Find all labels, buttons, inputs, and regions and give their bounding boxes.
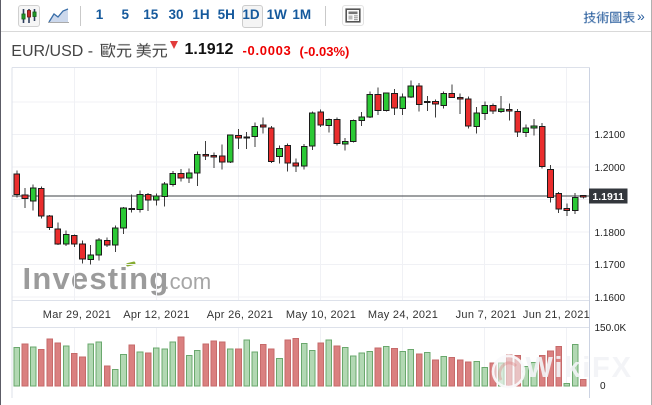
svg-text:WikiFX: WikiFX — [526, 352, 633, 384]
svg-text:.com: .com — [164, 269, 212, 294]
svg-text:1.1911: 1.1911 — [592, 191, 624, 203]
svg-text:Investing: Investing — [23, 261, 170, 296]
